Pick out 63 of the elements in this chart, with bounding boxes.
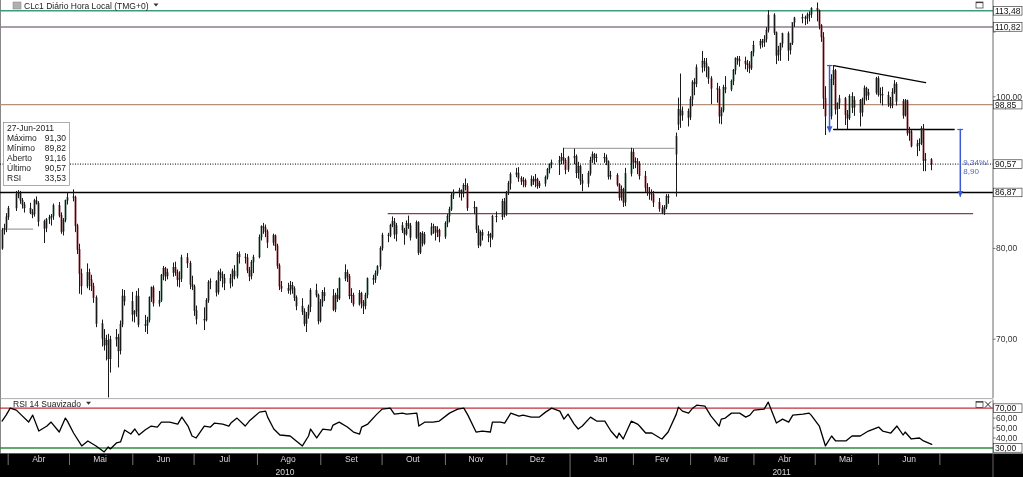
candlestick — [15, 190, 18, 211]
chart-title: RSI 14 Suavizado — [13, 398, 82, 409]
x-tick-label: Abr — [777, 454, 792, 464]
candlestick — [675, 132, 678, 197]
x-tick-label: Dez — [529, 454, 545, 464]
candlestick — [801, 13, 804, 24]
candlestick — [718, 86, 721, 124]
candlestick — [236, 252, 239, 279]
candlestick — [29, 202, 32, 215]
candlestick — [534, 173, 537, 188]
x-tick-label: Mar — [713, 454, 729, 464]
text: 2011 — [772, 466, 791, 477]
y-tick-label: 80,00 — [996, 243, 1018, 254]
text: Aberto 91,16 — [7, 153, 66, 163]
ref-line-label: 110,82 — [995, 21, 1021, 32]
x-tick-label: Jul — [219, 454, 231, 464]
candlestick — [538, 180, 541, 189]
x-tick-label: Mai — [839, 454, 853, 464]
ref-line-label: 113,48 — [995, 5, 1021, 16]
y-tick-label: 40,00 — [996, 432, 1018, 443]
candlestick — [658, 198, 661, 212]
text: 2010 — [275, 466, 295, 477]
ref-line-label: 90,57 — [995, 159, 1017, 170]
candlestick — [804, 15, 807, 26]
candlestick — [679, 73, 682, 128]
candlestick — [86, 263, 89, 289]
ref-line-label: 30,00 — [995, 442, 1017, 453]
line-series — [1, 401, 933, 453]
candlestick — [536, 177, 539, 189]
candlestick — [810, 7, 813, 18]
text: RSI 33,53 — [7, 173, 66, 183]
chart-title: CLc1 Diário Hora Local (TMG+0) — [24, 0, 149, 11]
y-tick-label: 100,00 — [996, 91, 1023, 102]
x-tick-label: Jun — [902, 454, 917, 464]
candlestick — [701, 50, 704, 73]
text: Último 90,57 — [7, 163, 66, 173]
y-tick-label: 50,00 — [996, 423, 1018, 434]
annotation: Máximo 91,30 — [7, 133, 67, 143]
annotation: 9,34%/8,90 — [963, 157, 989, 176]
candlestick — [23, 201, 26, 213]
x-tick-label: Out — [405, 454, 421, 464]
y-tick-label: 70,00 — [996, 334, 1018, 345]
candlestick — [744, 56, 747, 70]
x-tick-label: Abr — [32, 454, 46, 464]
annotation: Mínimo 89,82 — [7, 143, 67, 153]
candlestick — [652, 190, 655, 207]
x-tick-label: Jun — [156, 454, 171, 464]
candlestick — [223, 273, 226, 291]
x-tick-label: Mai — [93, 454, 108, 464]
x-tick-label: Fev — [654, 454, 670, 464]
candlestick — [567, 155, 570, 172]
candlestick — [131, 291, 134, 322]
x-tick-label: Nov — [468, 454, 485, 464]
x-tick-label: Set — [345, 454, 359, 464]
y-tick-label: 60,00 — [996, 413, 1018, 424]
ref-line-label: 98,85 — [995, 99, 1017, 110]
x-tick-label: Ago — [280, 454, 296, 464]
x-tick-label: Jan — [593, 454, 608, 464]
ref-line-label: 86,87 — [995, 187, 1017, 198]
candlestick — [517, 167, 520, 182]
candlestick — [638, 161, 641, 180]
annotation: 27-Jun-2011 — [7, 123, 55, 133]
candlestick — [930, 158, 933, 171]
